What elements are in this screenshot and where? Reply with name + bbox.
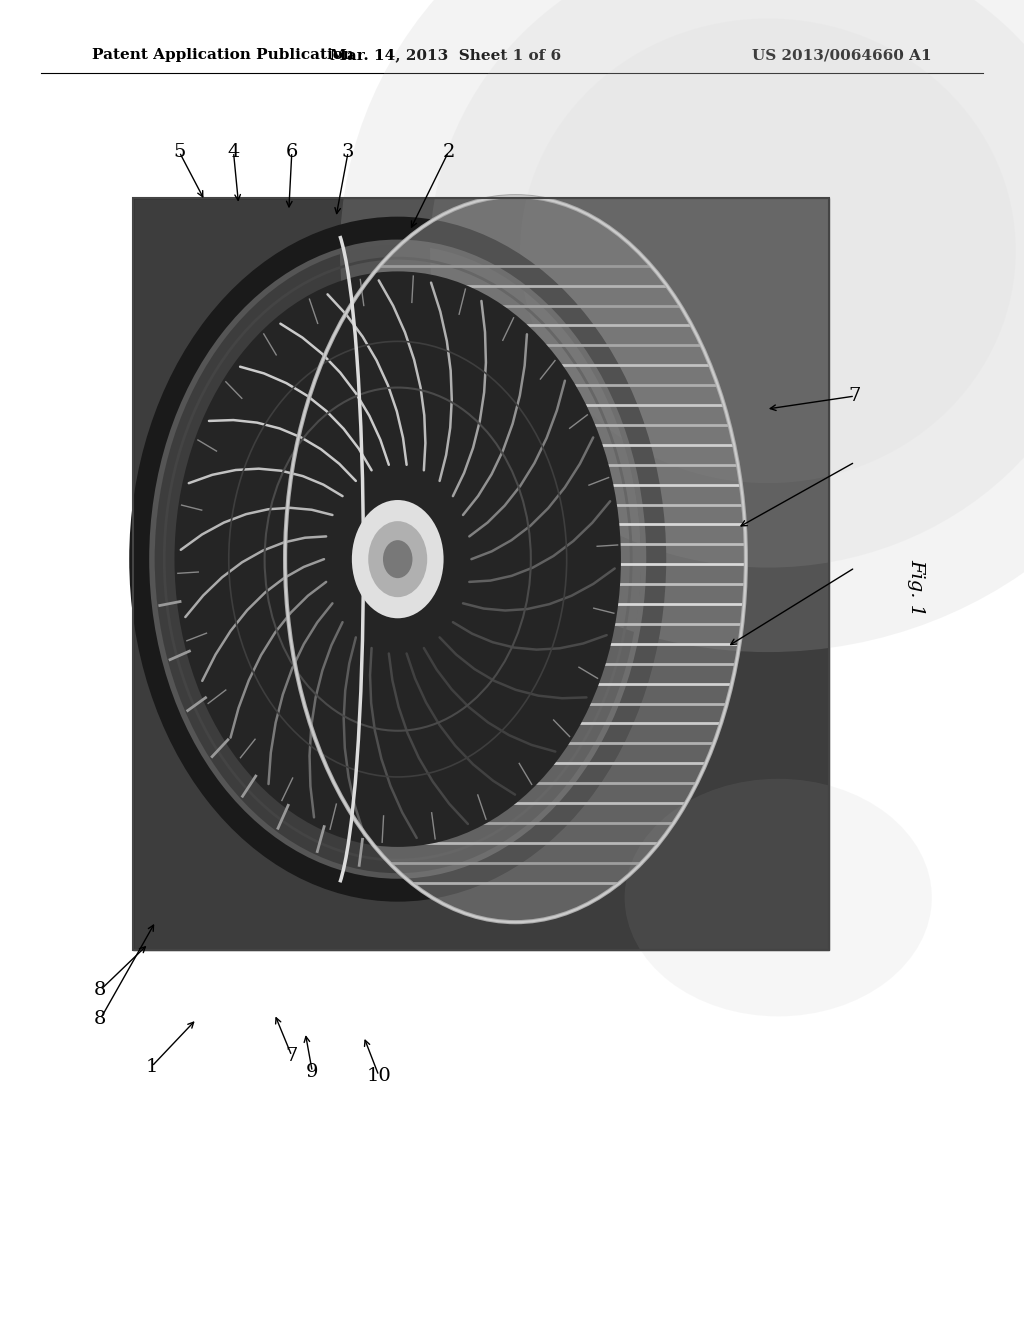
Text: 3: 3	[342, 143, 354, 161]
Bar	[133, 198, 829, 950]
Ellipse shape	[430, 0, 1024, 568]
Text: 8: 8	[94, 1010, 106, 1028]
Text: 9: 9	[306, 1063, 318, 1081]
Text: 5: 5	[173, 143, 185, 161]
Text: 1: 1	[145, 1057, 158, 1076]
Circle shape	[352, 500, 443, 618]
Text: 4: 4	[227, 143, 240, 161]
Text: 2: 2	[442, 143, 455, 161]
Text: 6: 6	[286, 143, 298, 161]
Ellipse shape	[285, 197, 745, 923]
Circle shape	[174, 272, 621, 847]
Text: Fig. 1: Fig. 1	[907, 558, 926, 616]
Text: 7: 7	[849, 387, 861, 405]
Circle shape	[383, 540, 413, 578]
Ellipse shape	[625, 779, 932, 1016]
Text: 8: 8	[94, 981, 106, 999]
Text: 10: 10	[367, 1067, 391, 1085]
Text: Patent Application Publication: Patent Application Publication	[92, 49, 354, 62]
Bar	[133, 198, 829, 950]
Text: US 2013/0064660 A1: US 2013/0064660 A1	[753, 49, 932, 62]
Text: Mar. 14, 2013  Sheet 1 of 6: Mar. 14, 2013 Sheet 1 of 6	[330, 49, 561, 62]
Ellipse shape	[340, 0, 1024, 652]
Ellipse shape	[520, 18, 1016, 483]
Text: 7: 7	[286, 1047, 298, 1065]
Circle shape	[369, 521, 427, 597]
